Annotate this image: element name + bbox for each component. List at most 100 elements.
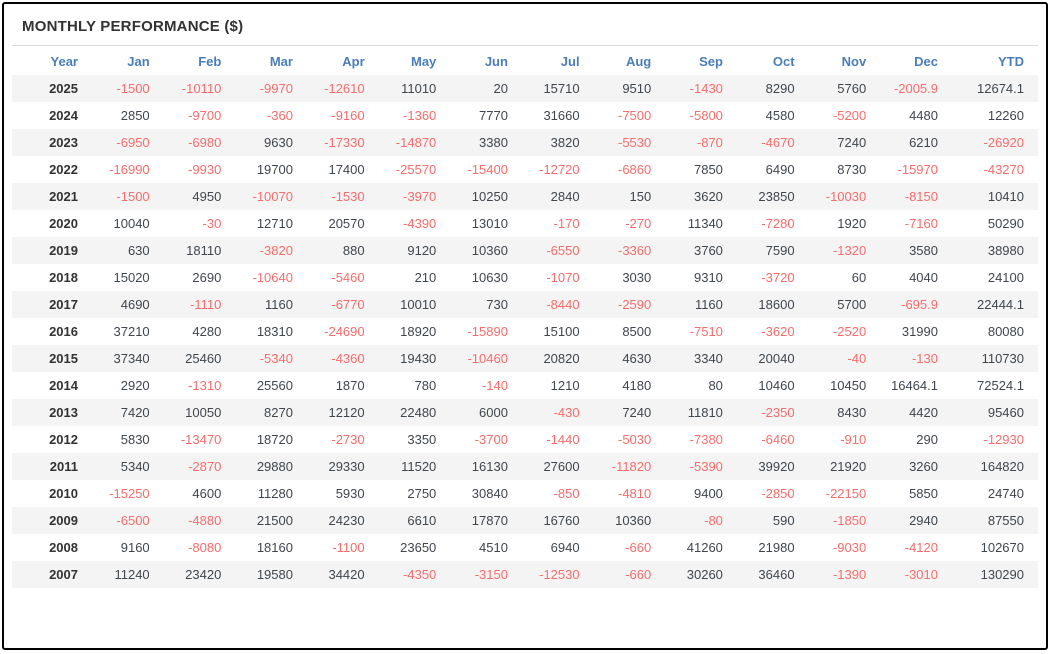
- cell-2020-dec: -7160: [904, 216, 938, 231]
- cell-2018-nov: 60: [851, 270, 867, 285]
- cell-2015-dec: -130: [911, 351, 938, 366]
- cell-2025-jul: 15710: [543, 81, 580, 96]
- cell-2025-may: 11010: [401, 81, 437, 96]
- cell-2007-ytd: 130290: [980, 567, 1024, 582]
- cell-2025-sep: -1430: [689, 81, 723, 96]
- page-title: MONTHLY PERFORMANCE ($): [22, 18, 244, 35]
- cell-2018-jul: -1070: [546, 270, 580, 285]
- cell-2022-dec: -15970: [897, 162, 938, 177]
- cell-2012-jun: -3700: [474, 432, 508, 447]
- cell-2012-year: 2012: [49, 432, 78, 447]
- cell-2023-oct: -4670: [761, 135, 795, 150]
- cell-2016-oct: -3620: [761, 324, 795, 339]
- cell-2023-apr: -17330: [324, 135, 365, 150]
- cell-2025-apr: -12610: [324, 81, 365, 96]
- cell-2011-aug: -11820: [611, 459, 652, 474]
- cell-2023-year: 2023: [49, 135, 78, 150]
- cell-2024-feb: -9700: [188, 108, 222, 123]
- cell-2022-jan: -16990: [109, 162, 150, 177]
- column-header-apr: Apr: [342, 54, 365, 69]
- cell-2007-mar: 19580: [256, 567, 293, 582]
- cell-2023-ytd: -26920: [983, 135, 1024, 150]
- table-row: 2020 10040 -30 12710 20570 -4390 13010 -170 -270…: [12, 210, 1038, 237]
- cell-2016-year: 2016: [49, 324, 78, 339]
- cell-2023-mar: 9630: [264, 135, 293, 150]
- cell-2018-jan: 15020: [113, 270, 150, 285]
- cell-2011-sep: -5390: [689, 459, 723, 474]
- cell-2012-nov: -910: [840, 432, 867, 447]
- cell-2018-may: 210: [414, 270, 437, 285]
- cell-2018-year: 2018: [49, 270, 78, 285]
- cell-2008-nov: -9030: [832, 540, 867, 555]
- cell-2025-dec: -2005.9: [893, 81, 938, 96]
- cell-2019-sep: 3760: [693, 243, 723, 258]
- cell-2007-apr: 34420: [328, 567, 365, 582]
- cell-2024-jul: 31660: [543, 108, 580, 123]
- cell-2015-mar: -5340: [259, 351, 293, 366]
- cell-2008-oct: 21980: [758, 540, 795, 555]
- cell-2011-year: 2011: [49, 459, 78, 474]
- cell-2022-may: -25570: [395, 162, 437, 177]
- cell-2014-sep: 80: [708, 378, 723, 393]
- table-row: 2015 37340 25460 -5340 -4360 19430 -10460 20820…: [12, 345, 1038, 372]
- cell-2016-feb: 4280: [192, 324, 222, 339]
- cell-2016-may: 18920: [400, 324, 437, 339]
- cell-2009-oct: 590: [772, 513, 795, 528]
- cell-2019-jul: -6550: [546, 243, 580, 258]
- cell-2025-ytd: 12674.1: [977, 81, 1024, 96]
- cell-2022-jul: -12720: [539, 162, 580, 177]
- cell-2016-apr: -24690: [324, 324, 365, 339]
- cell-2017-ytd: 22444.1: [977, 297, 1024, 312]
- cell-2013-jun: 6000: [479, 405, 508, 420]
- cell-2012-jul: -1440: [546, 432, 580, 447]
- cell-2013-jul: -430: [553, 405, 580, 420]
- cell-2017-mar: 1160: [265, 297, 293, 312]
- cell-2010-feb: 4600: [192, 486, 222, 501]
- table-body: 2025 -1500 -10110 -9970 -12610 11010 20 15710 95…: [12, 75, 1038, 588]
- cell-2007-oct: 36460: [758, 567, 795, 582]
- cell-2021-apr: -1530: [331, 189, 365, 204]
- cell-2019-nov: -1320: [832, 243, 867, 258]
- cell-2024-apr: -9160: [331, 108, 365, 123]
- cell-2010-nov: -22150: [825, 486, 867, 501]
- table-row: 2025 -1500 -10110 -9970 -12610 11010 20 15710 95…: [12, 75, 1038, 102]
- cell-2011-dec: 3260: [909, 459, 938, 474]
- table-row: 2018 15020 2690 -10640 -5460 210 10630 -1070 303…: [12, 264, 1038, 291]
- cell-2014-jun: -140: [481, 378, 508, 393]
- cell-2020-nov: 1920: [837, 216, 867, 231]
- cell-2022-apr: 17400: [328, 162, 365, 177]
- cell-2007-nov: -1390: [832, 567, 867, 582]
- cell-2008-mar: 18160: [256, 540, 293, 555]
- cell-2009-aug: 10360: [615, 513, 652, 528]
- cell-2015-ytd: 110730: [981, 351, 1024, 366]
- cell-2024-jan: 2850: [120, 108, 150, 123]
- cell-2022-ytd: -43270: [983, 162, 1024, 177]
- column-header-ytd: YTD: [998, 54, 1024, 69]
- table-row: 2014 2920 -1310 25560 1870 780 -140 1210 4180 80 1…: [12, 372, 1038, 399]
- cell-2019-feb: 18110: [186, 243, 222, 258]
- cell-2012-oct: -6460: [761, 432, 795, 447]
- cell-2018-dec: 4040: [909, 270, 938, 285]
- cell-2015-may: 19430: [400, 351, 437, 366]
- cell-2021-dec: -8150: [904, 189, 938, 204]
- cell-2023-jul: 3820: [550, 135, 580, 150]
- cell-2007-may: -4350: [403, 567, 437, 582]
- cell-2019-dec: 3580: [909, 243, 938, 258]
- cell-2014-jan: 2920: [120, 378, 150, 393]
- cell-2015-sep: 3340: [693, 351, 723, 366]
- cell-2012-apr: -2730: [331, 432, 365, 447]
- cell-2007-jun: -3150: [474, 567, 508, 582]
- cell-2018-ytd: 24100: [987, 270, 1024, 285]
- table-row: 2007 11240 23420 19580 34420 -4350 -3150 -12530…: [12, 561, 1038, 588]
- cell-2015-oct: 20040: [758, 351, 795, 366]
- cell-2015-apr: -4360: [331, 351, 365, 366]
- cell-2009-sep: -80: [704, 513, 723, 528]
- cell-2018-apr: -5460: [331, 270, 365, 285]
- cell-2022-sep: 7850: [693, 162, 723, 177]
- cell-2017-oct: 18600: [758, 297, 795, 312]
- cell-2020-jul: -170: [553, 216, 580, 231]
- cell-2014-aug: 4180: [622, 378, 652, 393]
- cell-2008-year: 2008: [49, 540, 78, 555]
- cell-2021-nov: -10030: [825, 189, 867, 204]
- table-row: 2013 7420 10050 8270 12120 22480 6000 -430 7240 1…: [12, 399, 1038, 426]
